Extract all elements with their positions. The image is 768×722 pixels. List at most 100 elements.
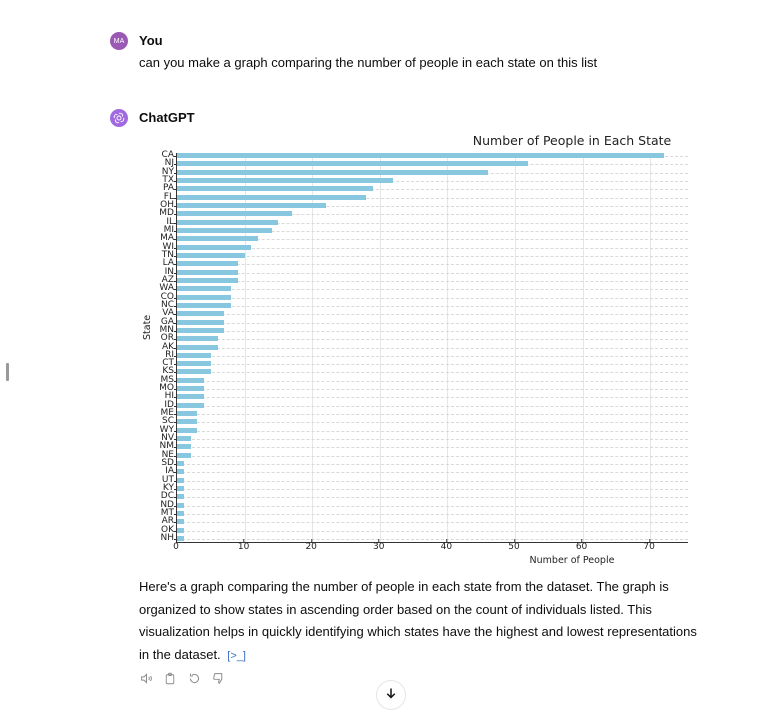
- scroll-down-button[interactable]: [376, 680, 406, 710]
- y-tick: [174, 222, 177, 224]
- bar: [177, 519, 184, 525]
- y-gridline: [177, 347, 688, 349]
- bar: [177, 211, 292, 217]
- bar: [177, 494, 184, 500]
- y-gridline: [177, 197, 688, 199]
- y-tick-label: AZ: [161, 274, 174, 285]
- bar: [177, 527, 184, 533]
- bar-row: LA: [163, 258, 688, 268]
- y-gridline: [177, 355, 688, 357]
- bar-row: IN: [165, 267, 688, 277]
- y-gridline: [177, 455, 688, 457]
- y-gridline: [177, 180, 688, 182]
- y-tick: [174, 355, 177, 357]
- bar: [177, 319, 225, 325]
- y-gridline: [177, 514, 688, 516]
- y-gridline: [177, 214, 688, 216]
- bar-row: OH: [160, 200, 688, 210]
- bar: [177, 511, 184, 517]
- bar: [177, 402, 205, 408]
- thumbs-down-icon[interactable]: [211, 671, 225, 685]
- y-gridline: [177, 405, 688, 407]
- y-tick-label: TX: [162, 174, 174, 185]
- y-tick: [174, 289, 177, 291]
- y-tick-label: NC: [160, 299, 174, 310]
- bar: [177, 186, 374, 192]
- x-tick-label: 20: [305, 539, 317, 552]
- copy-icon[interactable]: [163, 671, 177, 685]
- bar-row: GA: [161, 317, 688, 327]
- bar-row: MA: [160, 233, 688, 243]
- bar-row: AZ: [162, 275, 688, 285]
- y-tick: [174, 472, 177, 474]
- bar-row: IA: [165, 466, 688, 476]
- x-tick-label: 50: [508, 539, 520, 552]
- bar: [177, 369, 211, 375]
- bar: [177, 386, 205, 392]
- assistant-name: ChatGPT: [139, 110, 195, 125]
- y-tick-label: KS: [162, 366, 174, 377]
- y-gridline: [177, 330, 688, 332]
- bar-row: ND: [160, 500, 688, 510]
- read-aloud-icon[interactable]: [139, 671, 153, 685]
- y-tick: [174, 422, 177, 424]
- y-tick-label: WA: [159, 283, 174, 294]
- bar: [177, 477, 184, 483]
- y-gridline: [177, 364, 688, 366]
- x-axis-label: Number of People: [529, 555, 615, 566]
- y-tick: [174, 455, 177, 457]
- bar-row: PA: [163, 183, 688, 193]
- y-gridline: [177, 530, 688, 532]
- bar-row: MS: [161, 375, 688, 385]
- bar: [177, 361, 211, 367]
- y-tick-label: RI: [165, 349, 174, 360]
- bar-row: NV: [161, 433, 688, 443]
- bar-row: CO: [161, 292, 688, 302]
- y-gridline: [177, 447, 688, 449]
- x-tick-label: 30: [373, 539, 385, 552]
- y-tick: [174, 314, 177, 316]
- bar-row: UT: [162, 475, 688, 485]
- y-tick-label: MS: [160, 374, 174, 385]
- bar-row: WY: [160, 425, 688, 435]
- bar: [177, 194, 367, 200]
- window-resize-handle[interactable]: [6, 363, 9, 381]
- y-tick-label: NE: [161, 449, 174, 460]
- y-tick-label: OR: [160, 333, 174, 344]
- y-tick: [174, 189, 177, 191]
- y-tick-label: LA: [162, 258, 174, 269]
- y-gridline: [177, 489, 688, 491]
- bar: [177, 536, 184, 541]
- bar: [177, 219, 279, 225]
- y-tick-label: OK: [161, 524, 174, 535]
- y-tick-label: MA: [160, 233, 174, 244]
- y-gridline: [177, 289, 688, 291]
- y-tick-label: SC: [162, 416, 174, 427]
- y-tick-label: IN: [164, 266, 174, 277]
- regenerate-icon[interactable]: [187, 671, 201, 685]
- y-gridline: [177, 480, 688, 482]
- y-tick-label: ND: [160, 499, 174, 510]
- y-gridline: [177, 414, 688, 416]
- y-gridline: [177, 372, 688, 374]
- x-tick-label: 0: [173, 539, 179, 552]
- bar: [177, 202, 326, 208]
- y-tick: [174, 405, 177, 407]
- bar: [177, 227, 272, 233]
- y-tick-label: AK: [161, 341, 174, 352]
- y-tick: [174, 330, 177, 332]
- view-analysis-icon[interactable]: [>_]: [227, 649, 246, 662]
- y-tick: [174, 389, 177, 391]
- plot-area: CA NJ NY TX PA FL OH MD IL MI MA WI TN LA IN AZ WA CO NC VA…: [159, 150, 688, 543]
- y-tick-label: MD: [159, 208, 174, 219]
- y-tick: [174, 214, 177, 216]
- y-gridline: [177, 380, 688, 382]
- y-tick-label: IA: [165, 466, 174, 477]
- bar: [177, 427, 198, 433]
- y-tick-label: HI: [164, 391, 174, 402]
- bar: [177, 286, 232, 292]
- y-tick: [174, 530, 177, 532]
- y-tick-label: AR: [161, 516, 174, 527]
- y-tick: [174, 297, 177, 299]
- bar-row: SC: [162, 416, 688, 426]
